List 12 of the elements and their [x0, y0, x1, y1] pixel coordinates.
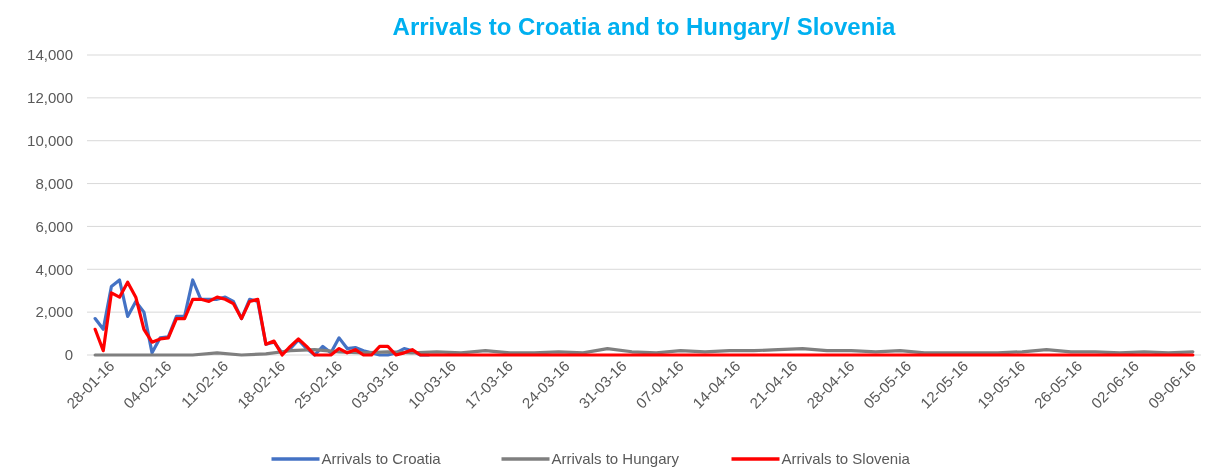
legend-label: Arrivals to Hungary — [551, 450, 680, 468]
y-tick-label: 0 — [64, 346, 73, 364]
chart-title: Arrivals to Croatia and to Hungary/ Slovenia — [392, 13, 897, 40]
y-tick-label: 10,000 — [27, 131, 73, 149]
y-tick-label: 14,000 — [27, 46, 73, 64]
y-tick-label: 8,000 — [35, 174, 73, 192]
y-tick-label: 2,000 — [35, 303, 73, 321]
y-tick-label: 12,000 — [27, 89, 73, 107]
y-tick-label: 6,000 — [35, 217, 73, 235]
y-tick-label: 4,000 — [35, 260, 73, 278]
legend-label: Arrivals to Slovenia — [781, 450, 911, 468]
legend-label: Arrivals to Croatia — [321, 450, 442, 468]
